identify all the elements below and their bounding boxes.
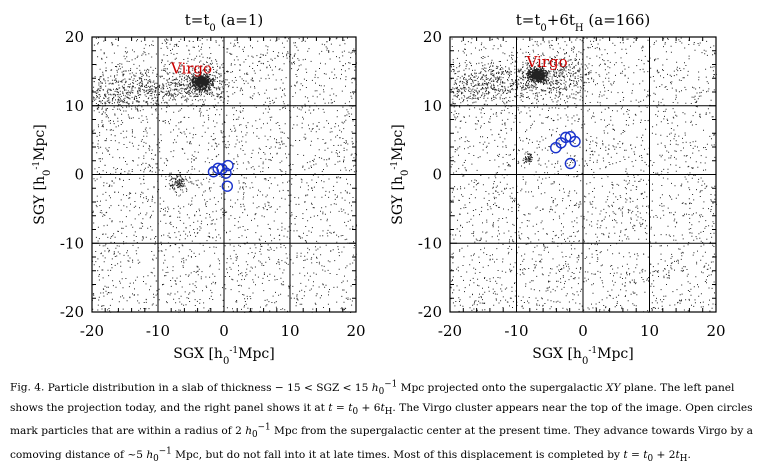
figure: -20 -10 0 10 20 20 10 0 -10 -20 t=t0 (a=1) SGX [h0-… [32, 11, 726, 367]
marked-particles [550, 130, 581, 170]
caption-text: Particle distribution in a slab of thick… [10, 379, 753, 465]
x-tick-label: -20 [80, 322, 104, 340]
grid-lines [92, 37, 356, 312]
virgo-label: Virgo [170, 60, 212, 78]
marked-particle-circle [560, 131, 572, 144]
marked-particle-circle [564, 157, 577, 170]
particle-field [92, 37, 357, 313]
marked-particles [207, 159, 234, 192]
marked-particle-circle [220, 167, 232, 179]
figure-caption: Fig. 4. Particle distribution in a slab … [10, 376, 762, 467]
marked-particle-circle [221, 180, 234, 192]
x-axis-label: SGX [h0-1Mpc] [532, 346, 633, 367]
axis-ticks [91, 36, 357, 313]
panel-right: -20 -10 0 10 20 20 10 0 -10 -20 t=t0+6tH (a=166) SG… [390, 11, 726, 367]
x-tick-label: 0 [219, 322, 229, 340]
y-tick-label: -20 [60, 303, 84, 321]
x-tick-label: -20 [438, 322, 462, 340]
x-tick-label: 20 [346, 322, 365, 340]
panel-left: -20 -10 0 10 20 20 10 0 -10 -20 t=t0 (a=1) SGX [h0-… [32, 11, 366, 367]
x-tick-label: 10 [280, 322, 299, 340]
y-tick-label: 20 [65, 28, 84, 46]
x-tick-label: -10 [146, 322, 170, 340]
panel-title: t=t0 (a=1) [185, 11, 264, 34]
panel-title: t=t0+6tH (a=166) [516, 11, 651, 34]
x-tick-label: 0 [578, 322, 588, 340]
x-axis-label: SGX [h0-1Mpc] [173, 346, 274, 367]
x-tick-label: 20 [706, 322, 725, 340]
y-tick-label: 0 [432, 166, 442, 184]
y-axis-label: SGY [h0-1Mpc] [390, 124, 411, 224]
grid-lines [450, 37, 716, 312]
marked-particle-circle [222, 159, 234, 172]
marked-particle-circle [569, 135, 581, 148]
y-tick-label: -10 [418, 234, 442, 252]
x-tick-label: 10 [640, 322, 659, 340]
y-tick-label: -20 [418, 303, 442, 321]
virgo-label: Virgo [525, 53, 567, 71]
y-tick-label: 20 [423, 28, 442, 46]
y-tick-label: 10 [423, 97, 442, 115]
marked-particle-circle [216, 163, 228, 175]
x-tick-label: -10 [504, 322, 528, 340]
y-tick-label: -10 [60, 234, 84, 252]
y-tick-label: 0 [74, 166, 84, 184]
y-axis-label: SGY [h0-1Mpc] [32, 124, 53, 224]
y-tick-label: 10 [65, 97, 84, 115]
caption-label: Fig. 4. [10, 381, 45, 394]
axis-ticks [449, 36, 717, 313]
